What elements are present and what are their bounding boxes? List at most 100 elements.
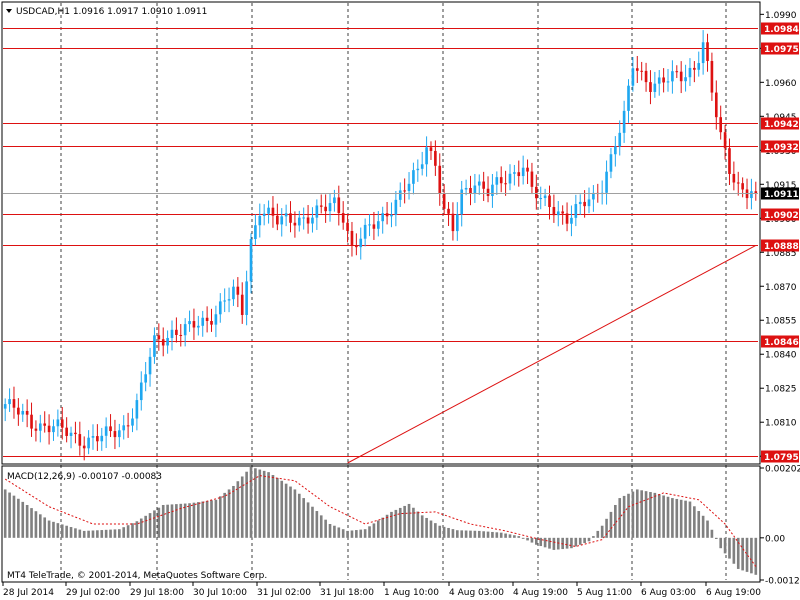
candle-body [477, 181, 481, 186]
level-label-box [761, 208, 799, 221]
macd-bar [710, 529, 714, 538]
time-axis: 28 Jul 2014 29 Jul 02:00 29 Jul 18:00 30 Ju… [2, 582, 761, 598]
time-tick-label: 30 Jul 10:00 [193, 588, 247, 598]
macd-bar [578, 537, 582, 545]
candle-body [236, 286, 240, 295]
candle-body [297, 217, 301, 226]
macd-bar [100, 530, 104, 538]
candle-body [161, 339, 165, 346]
macd-bar [745, 537, 749, 572]
macd-bar [328, 524, 332, 538]
candle-body [543, 195, 547, 199]
candle-body [311, 217, 314, 224]
candle-body [653, 83, 657, 92]
macd-bar [175, 504, 178, 538]
macd-bar [201, 501, 205, 538]
macd-bar [118, 529, 121, 538]
symbol-dropdown-icon[interactable] [6, 9, 12, 13]
price-tick-label: 1.0810 [765, 419, 797, 429]
macd-bar [684, 500, 687, 538]
level-label-box [761, 239, 799, 252]
candle-body [574, 204, 578, 218]
macd-bar [416, 511, 420, 538]
candle-body [622, 110, 626, 133]
candle-body [486, 188, 490, 196]
macd-bar [306, 502, 310, 538]
time-tick-label: 29 Jul 02:00 [66, 588, 120, 598]
candle-body [442, 193, 446, 209]
macd-bar [706, 520, 709, 538]
macd-tick-label: 0.00202 [765, 465, 800, 475]
macd-bar [214, 499, 218, 538]
candle-body [144, 374, 147, 383]
candle-body [258, 215, 262, 226]
macd-bar [407, 503, 411, 538]
candle-body [262, 213, 266, 216]
macd-bar [249, 466, 253, 538]
macd-bar [429, 520, 433, 538]
macd-bar [539, 537, 543, 547]
macd-bar [517, 536, 521, 538]
macd-bar [240, 476, 244, 538]
macd-bar [504, 533, 507, 538]
macd-bar [56, 523, 60, 538]
candle-body [245, 281, 248, 315]
level-label: 1.0984 [764, 25, 799, 35]
candle-body [302, 217, 305, 219]
candle-body [315, 205, 319, 218]
candle-body [113, 431, 117, 438]
candle-body [609, 154, 613, 172]
macd-bar [552, 537, 556, 550]
candle-body [398, 190, 402, 200]
candle-body [508, 173, 512, 184]
macd-bar [513, 535, 516, 538]
candle-body [271, 207, 275, 216]
candle-body [732, 173, 736, 183]
macd-bar [289, 486, 292, 538]
macd-bar [649, 492, 652, 538]
candle-body [214, 314, 218, 325]
macd-bar [679, 499, 683, 538]
macd-bar [104, 529, 108, 538]
macd-bar [376, 520, 380, 538]
candle-body [750, 191, 753, 199]
candle-body [153, 335, 156, 357]
macd-bar [183, 503, 187, 538]
candle-body [100, 435, 104, 442]
candle-body [662, 77, 665, 83]
macd-bar [438, 525, 442, 538]
candle-body [684, 77, 687, 82]
macd-bar [3, 489, 7, 538]
level-label: 1.0932 [764, 143, 799, 153]
macd-bar [47, 520, 51, 538]
candle-body [482, 181, 485, 189]
candle-body [96, 436, 99, 442]
candle-body [293, 222, 297, 226]
time-tick-label: 4 Aug 19:00 [513, 588, 568, 598]
candle-body [188, 321, 191, 325]
price-tick-label: 1.0825 [765, 385, 797, 395]
candle-body [267, 207, 270, 214]
macd-bar [245, 471, 248, 538]
candle-body [385, 213, 389, 217]
macd-bar [363, 529, 367, 538]
macd-bar [635, 489, 639, 538]
level-label-box [761, 42, 799, 55]
level-label: 1.0975 [764, 45, 799, 55]
price-tick-label: 1.0885 [765, 249, 797, 259]
candle-body [723, 132, 727, 149]
candle-body [122, 425, 126, 431]
candle-body [25, 410, 29, 415]
candle-body [693, 67, 696, 70]
candle-body [359, 238, 363, 248]
macd-bar [74, 528, 77, 538]
macd-bar [319, 515, 323, 538]
candle-body [21, 410, 25, 415]
candle-body [618, 132, 622, 147]
macd-bar [297, 493, 301, 538]
macd-bar [192, 502, 196, 538]
candle-body [135, 400, 139, 419]
macd-bar [609, 511, 613, 538]
